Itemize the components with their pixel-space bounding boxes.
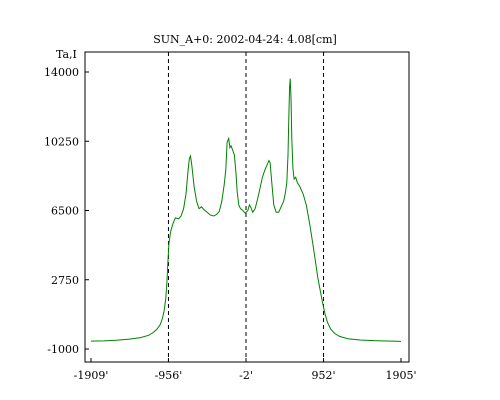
x-tick-label: -956' [155,369,183,382]
y-tick-label: 14000 [44,66,79,79]
x-axis-ticks: -1909' -956' -2' 952' 1905' [74,358,417,382]
x-tick-label: 952' [312,369,336,382]
y-tick-label: -1000 [47,343,79,356]
x-tick-label: 1905' [385,369,416,382]
series-line [90,78,402,342]
marker-lines [167,52,325,362]
y-tick-label: 10250 [44,135,79,148]
y-axis-label: Ta,I [56,48,77,61]
y-axis-ticks: 14000 10250 6500 2750 -1000 [44,66,89,356]
x-tick-label: -2' [239,369,253,382]
plot-frame [84,51,410,363]
y-tick-label: 6500 [51,205,79,218]
x-tick-label: -1909' [74,369,109,382]
chart-title: SUN_A+0: 2002-04-24: 4.08[cm] [153,33,337,46]
y-tick-label: 2750 [51,274,79,287]
